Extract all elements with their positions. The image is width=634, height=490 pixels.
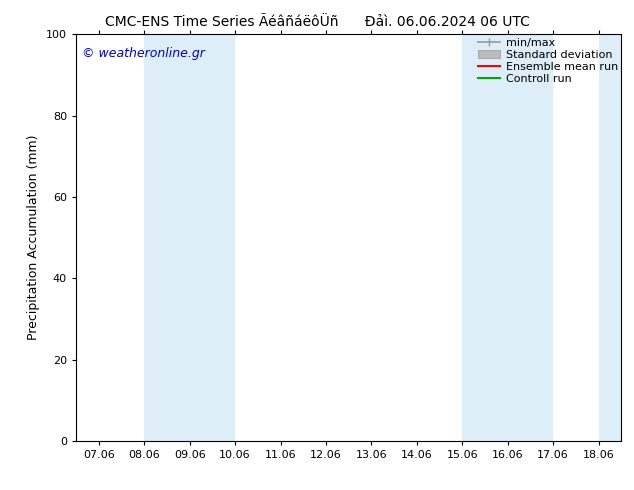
Y-axis label: Precipitation Accumulation (mm): Precipitation Accumulation (mm): [27, 135, 41, 341]
Legend: min/max, Standard deviation, Ensemble mean run, Controll run: min/max, Standard deviation, Ensemble me…: [478, 38, 618, 84]
Bar: [508, 34, 553, 441]
Bar: [462, 34, 508, 441]
Bar: [598, 34, 621, 441]
Bar: [190, 34, 235, 441]
Text: © weatheronline.gr: © weatheronline.gr: [82, 47, 204, 59]
Bar: [144, 34, 190, 441]
Text: CMC-ENS Time Series ÃéâñáëôÜñ      Đảì. 06.06.2024 06 UTC: CMC-ENS Time Series ÃéâñáëôÜñ Đảì. 06.06…: [105, 15, 529, 29]
